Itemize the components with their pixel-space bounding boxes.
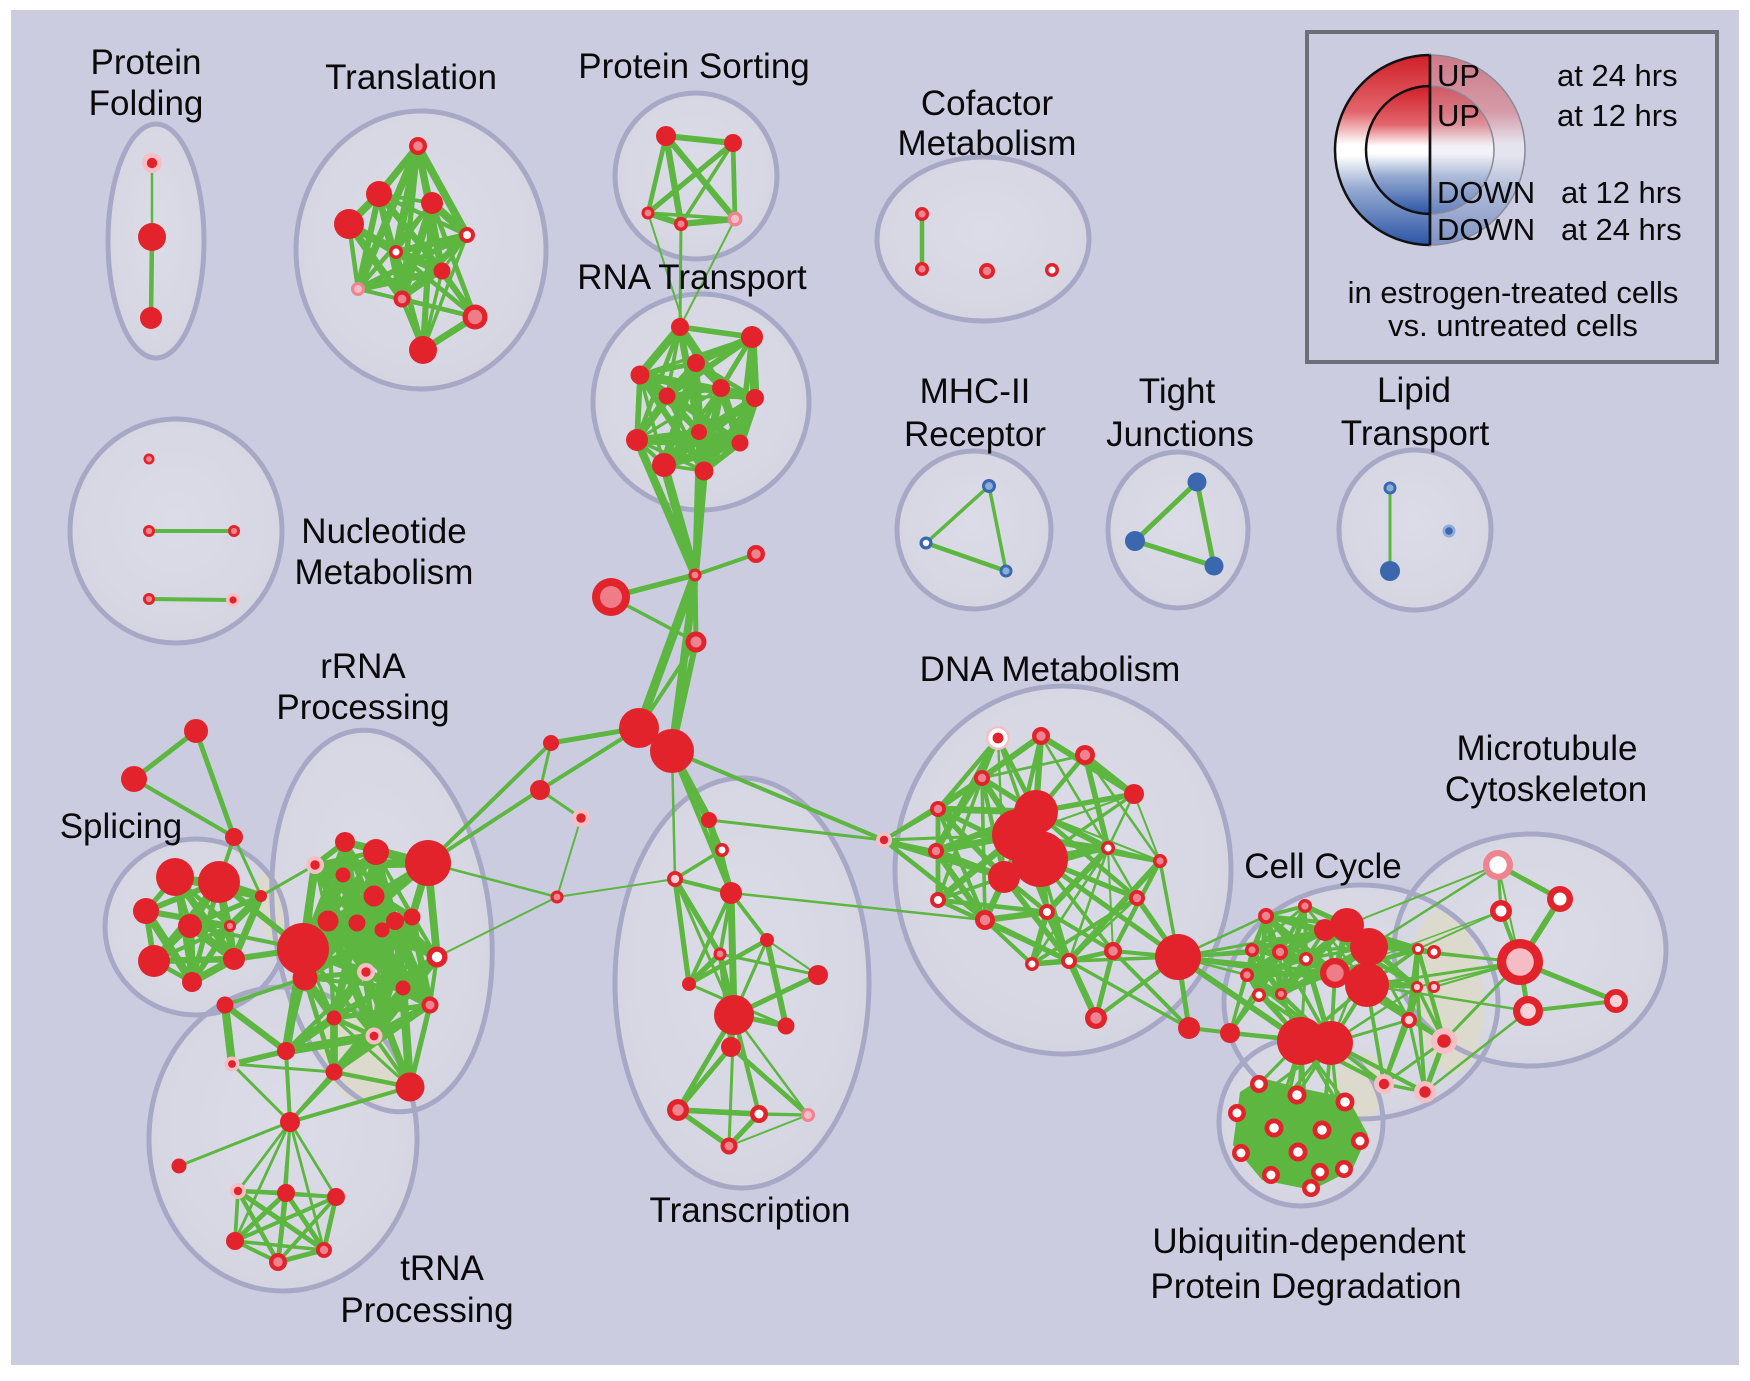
svg-text:Junctions: Junctions (1106, 415, 1254, 454)
svg-text:DOWN: DOWN (1437, 212, 1535, 247)
svg-text:UP: UP (1437, 98, 1480, 133)
svg-text:Protein Degradation: Protein Degradation (1150, 1267, 1461, 1306)
svg-text:at 12 hrs: at 12 hrs (1557, 98, 1678, 133)
svg-text:at 24 hrs: at 24 hrs (1561, 212, 1682, 247)
svg-text:RNA Transport: RNA Transport (577, 258, 807, 297)
svg-text:Cofactor: Cofactor (921, 84, 1054, 123)
svg-text:vs. untreated cells: vs. untreated cells (1388, 308, 1638, 343)
svg-text:Receptor: Receptor (904, 415, 1046, 454)
svg-text:Processing: Processing (340, 1291, 513, 1330)
svg-text:Nucleotide: Nucleotide (301, 512, 466, 551)
svg-text:rRNA: rRNA (320, 647, 406, 686)
svg-text:at 24 hrs: at 24 hrs (1557, 58, 1678, 93)
svg-text:Translation: Translation (325, 58, 497, 97)
svg-text:Metabolism: Metabolism (898, 124, 1077, 163)
svg-text:Transport: Transport (1341, 414, 1490, 453)
svg-text:Splicing: Splicing (60, 807, 183, 846)
svg-text:Metabolism: Metabolism (295, 553, 474, 592)
svg-text:in estrogen-treated cells: in estrogen-treated cells (1348, 275, 1679, 310)
svg-text:Microtubule: Microtubule (1457, 729, 1638, 768)
svg-text:Cell Cycle: Cell Cycle (1244, 847, 1402, 886)
svg-text:at 12 hrs: at 12 hrs (1561, 175, 1682, 210)
svg-text:MHC-II: MHC-II (920, 372, 1031, 411)
svg-text:Transcription: Transcription (650, 1191, 851, 1230)
svg-text:Processing: Processing (276, 688, 449, 727)
svg-text:Folding: Folding (89, 84, 204, 123)
svg-text:DNA Metabolism: DNA Metabolism (920, 650, 1181, 689)
svg-text:DOWN: DOWN (1437, 175, 1535, 210)
svg-text:UP: UP (1437, 58, 1480, 93)
svg-text:Protein Sorting: Protein Sorting (578, 47, 810, 86)
svg-text:Lipid: Lipid (1377, 371, 1451, 410)
svg-text:Ubiquitin-dependent: Ubiquitin-dependent (1152, 1222, 1466, 1261)
svg-text:tRNA: tRNA (400, 1249, 484, 1288)
svg-text:Tight: Tight (1139, 372, 1216, 411)
svg-text:Cytoskeleton: Cytoskeleton (1445, 770, 1647, 809)
svg-text:Protein: Protein (91, 43, 202, 82)
